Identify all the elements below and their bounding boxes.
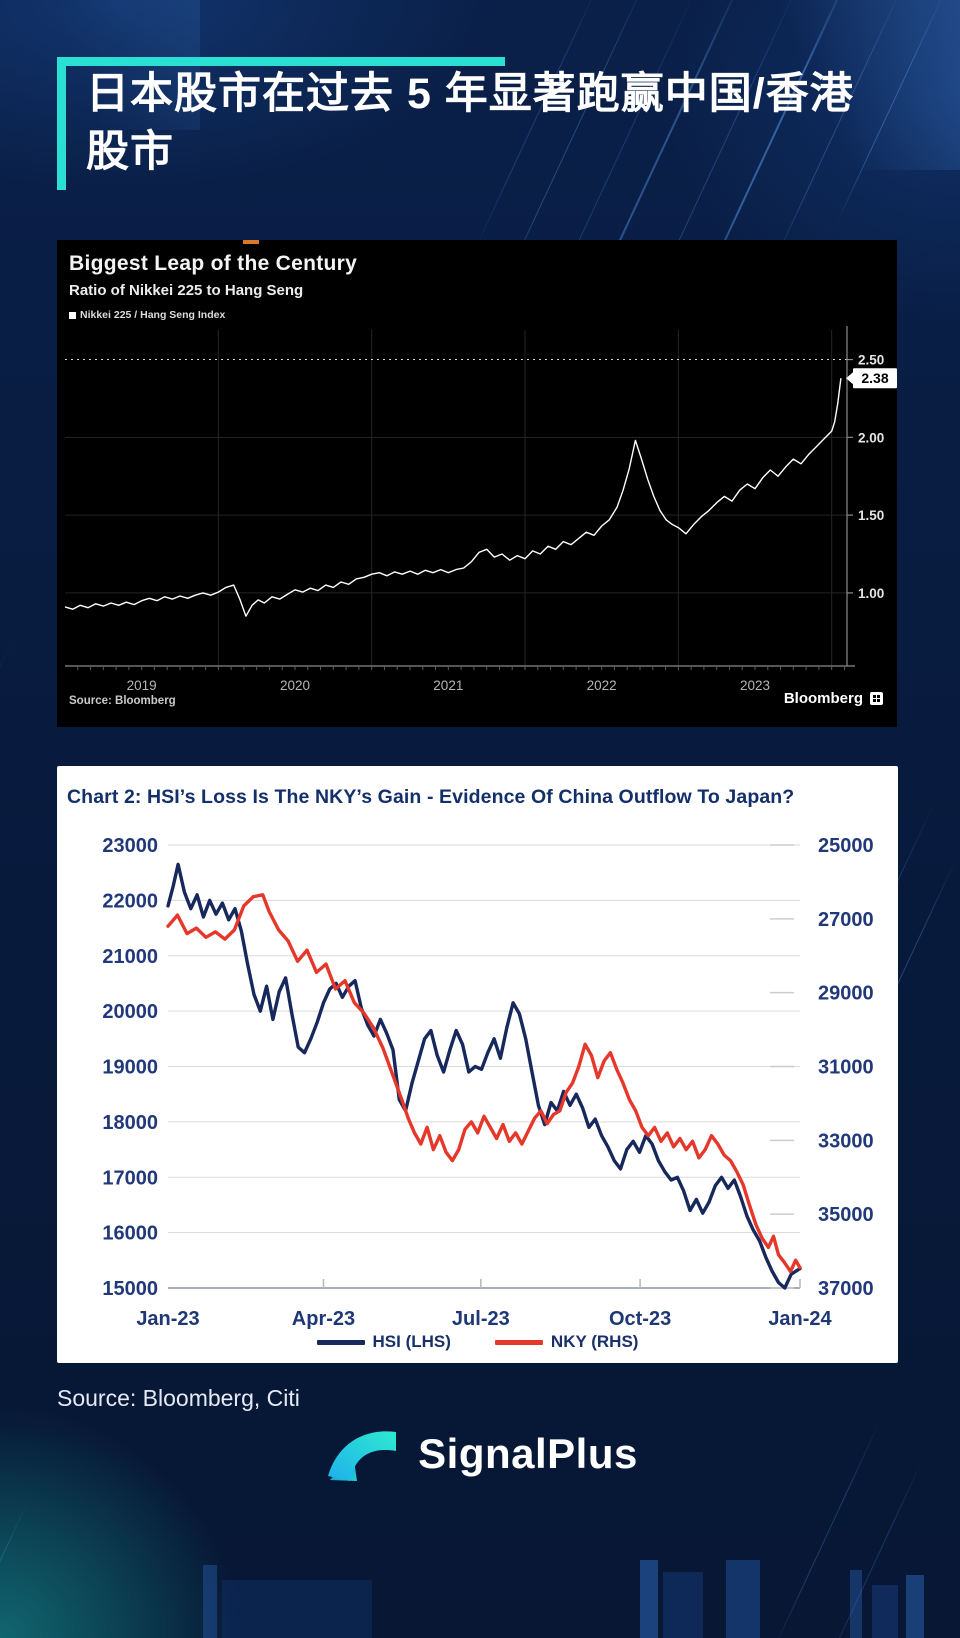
chart1-y-tick-label: 2.50 — [858, 353, 884, 368]
bloomberg-terminal-icon — [870, 692, 883, 705]
bottom-bar-decoration — [640, 1560, 658, 1638]
chart2-left-tick-label: 18000 — [102, 1112, 158, 1134]
chart1-legend: Nikkei 225 / Hang Seng Index — [69, 309, 225, 321]
chart2-right-tick-label: 25000 — [818, 838, 874, 857]
legend-item-hsi: HSI (LHS) — [316, 1332, 451, 1352]
chart2-left-tick-label: 17000 — [102, 1167, 158, 1189]
chart2-right-tick-label: 27000 — [818, 909, 874, 931]
legend-item-nky: NKY (RHS) — [494, 1332, 639, 1352]
chart1-brand-row: Bloomberg — [784, 690, 883, 707]
bottom-bar-decoration — [663, 1572, 703, 1638]
hsi-nky-chart-panel: Chart 2: HSI’s Loss Is The NKY’s Gain - … — [57, 766, 898, 1363]
chart2-right-tick-label: 37000 — [818, 1278, 874, 1300]
chart2-right-tick-label: 29000 — [818, 983, 874, 1005]
brand-footer: SignalPlus — [0, 1424, 960, 1484]
chart1-x-tick-label: 2020 — [280, 678, 310, 693]
page-title-line-2: 股市 — [86, 127, 174, 176]
page-source-note: Source: Bloomberg, Citi — [57, 1385, 300, 1411]
chart2-left-tick-label: 19000 — [102, 1057, 158, 1079]
chart1-y-tick-label: 1.00 — [858, 586, 884, 601]
page-title-line-1: 日本股市在过去 5 年显著跑赢中国/香港 — [86, 70, 854, 118]
glow-decoration — [740, 0, 960, 170]
chart1-y-tick-label: 1.50 — [858, 508, 884, 523]
diagonal-line-decoration — [0, 639, 13, 876]
title-accent-bar-top — [57, 57, 505, 66]
chart1-x-tick-label: 2023 — [740, 678, 770, 693]
chart2-left-tick-label: 15000 — [102, 1278, 158, 1300]
chart2-left-tick-label: 20000 — [102, 1001, 158, 1023]
chart2-left-tick-label: 23000 — [102, 838, 158, 857]
chart1-x-tick-label: 2019 — [127, 678, 157, 693]
chart2-right-tick-label: 33000 — [818, 1130, 874, 1152]
title-accent-bar-left — [57, 57, 66, 190]
chart2-x-tick-label: Jul-23 — [452, 1308, 510, 1330]
chart1-x-tick-label: 2022 — [587, 678, 617, 693]
chart2-x-tick-label: Apr-23 — [292, 1308, 355, 1330]
bottom-bar-decoration — [222, 1580, 372, 1638]
chart2-right-tick-label: 35000 — [818, 1204, 874, 1226]
chart2-legend: HSI (LHS) NKY (RHS) — [57, 1332, 898, 1352]
chart1-highlight-dash — [243, 240, 259, 244]
chart1-last-value-tag: 2.38 — [861, 370, 888, 386]
signalplus-brand-name: SignalPlus — [418, 1430, 638, 1477]
legend-square-icon — [69, 311, 76, 319]
bloomberg-brand-label: Bloomberg — [783, 690, 863, 707]
chart2-right-tick-label: 31000 — [818, 1057, 874, 1079]
chart1-x-tick-label: 2021 — [433, 678, 463, 693]
bottom-bar-decoration — [906, 1575, 924, 1638]
nky-legend-label: NKY (RHS) — [550, 1332, 639, 1351]
chart1-plot: 2.50 2.00 1.50 1.00 2019 2020 2021 2022 2023 2.38 — [64, 326, 897, 693]
chart1-legend-label: Nikkei 225 / Hang Seng Index — [80, 309, 226, 321]
chart2-plot: 23000 22000 21000 20000 19000 18000 17000 16000… — [102, 838, 874, 1330]
bottom-bar-decoration — [203, 1565, 217, 1638]
glow-decoration — [0, 1388, 280, 1638]
chart1-subtitle: Ratio of Nikkei 225 to Hang Seng — [69, 282, 304, 299]
chart1-title: Biggest Leap of the Century — [69, 252, 358, 275]
bottom-bar-decoration — [726, 1560, 760, 1638]
chart2-x-tick-label: Oct-23 — [609, 1308, 671, 1330]
signalplus-logo-icon — [328, 1431, 397, 1481]
chart2-left-tick-label: 22000 — [102, 890, 158, 912]
chart2-x-tick-label: Jan-23 — [136, 1308, 199, 1330]
chart1-source: Source: Bloomberg — [69, 695, 176, 707]
chart2-x-tick-label: Jan-24 — [768, 1308, 832, 1330]
hsi-legend-label: HSI (LHS) — [372, 1332, 451, 1351]
chart2-left-tick-label: 16000 — [102, 1223, 158, 1245]
nky-line-swatch-icon — [494, 1339, 543, 1345]
chart2-title: Chart 2: HSI’s Loss Is The NKY’s Gain - … — [67, 786, 795, 808]
chart1-y-tick-label: 2.00 — [858, 430, 884, 445]
bloomberg-chart-panel: Biggest Leap of the Century Ratio of Nik… — [57, 240, 897, 727]
hsi-line-swatch-icon — [316, 1339, 365, 1345]
bottom-bar-decoration — [872, 1585, 898, 1638]
bottom-bar-decoration — [850, 1570, 862, 1638]
page-title: 日本股市在过去 5 年显著跑赢中国/香港 股市 — [86, 66, 896, 181]
chart2-left-tick-label: 21000 — [102, 946, 158, 968]
